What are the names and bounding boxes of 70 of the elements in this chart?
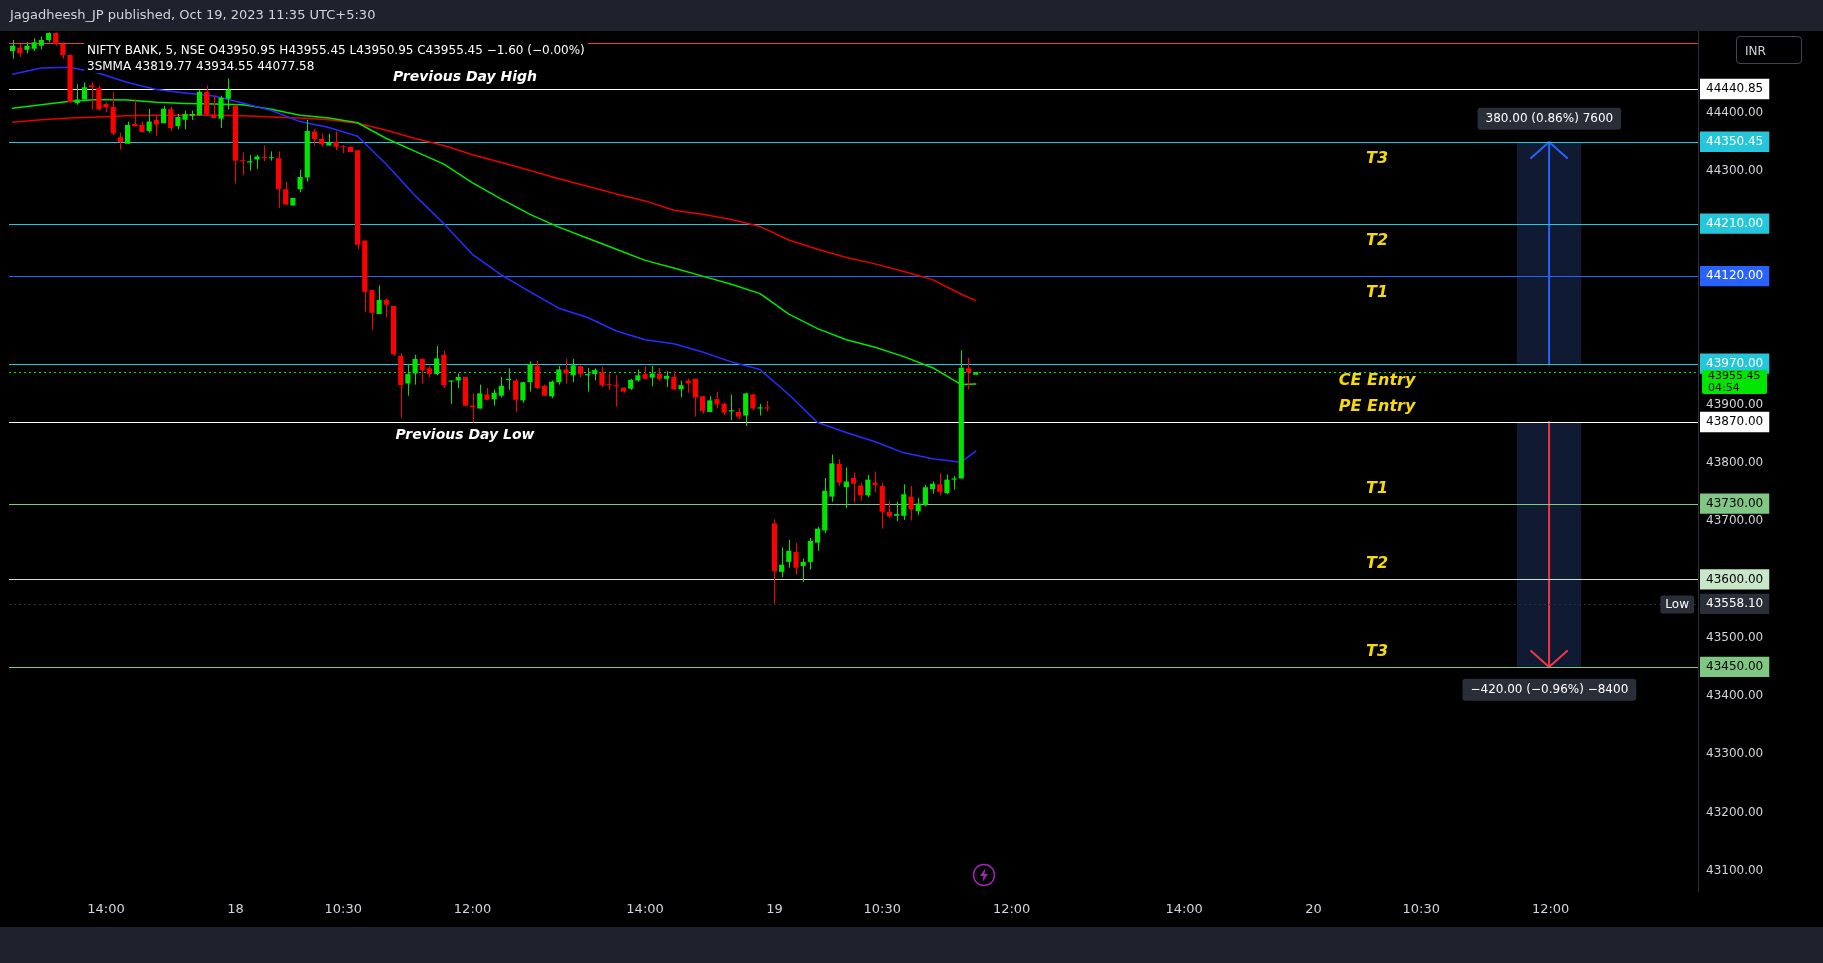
candlestick <box>714 391 720 409</box>
x-tick-label: 19 <box>766 900 783 916</box>
y-tick-label: 43870.00 <box>1706 414 1764 429</box>
y-tick-label: 44400.00 <box>1706 104 1764 119</box>
y-tick-label: 43400.00 <box>1706 688 1764 703</box>
y-tick-label: 43970.00 <box>1706 355 1764 370</box>
ref-line-label: T2 <box>1366 229 1389 249</box>
annotation: 380.00 (0.86%) 7600 <box>1485 110 1614 125</box>
candlestick <box>944 473 950 495</box>
ref-line-label: PE Entry <box>1338 395 1416 415</box>
candlestick <box>764 400 770 412</box>
y-tick-label: 44120.00 <box>1706 268 1764 283</box>
y-tick-label: 44350.45 <box>1706 133 1764 148</box>
candlestick <box>757 403 763 417</box>
candlestick <box>369 289 375 331</box>
ref-line-label: CE Entry <box>1338 369 1416 389</box>
text: 04:54 <box>1708 381 1740 395</box>
candlestick <box>297 169 303 193</box>
annotation: Previous Day Low <box>395 425 535 442</box>
y-tick-label: 43100.00 <box>1706 863 1764 878</box>
y-tick-label: 43450.00 <box>1706 659 1764 673</box>
ref-line-label: Low <box>1665 596 1690 611</box>
candlestick <box>103 102 109 113</box>
annotation: 3SMMA 43819.77 43934.55 44077.58 <box>84 59 318 73</box>
y-tick-label: 43730.00 <box>1706 495 1764 510</box>
candlestick <box>563 358 569 384</box>
ref-line-label: T1 <box>1366 477 1389 497</box>
x-tick-label: 10:30 <box>1402 900 1441 916</box>
ref-line-label: T3 <box>1366 640 1389 660</box>
y-tick-label: 43500.00 <box>1706 629 1764 644</box>
candlestick <box>333 131 339 151</box>
ref-line-label: T2 <box>1366 552 1389 572</box>
y-tick-label: 43600.00 <box>1706 571 1764 586</box>
candlestick <box>829 454 835 503</box>
x-tick-label: 18 <box>227 900 244 916</box>
y-tick-label: 44300.00 <box>1706 163 1764 178</box>
text: NIFTY BANK, 5, NSE O43950.95 H43955.45 L43950.95 C43955.45 −1.60 (−0.00%) <box>84 43 588 57</box>
x-tick-label: 10:30 <box>863 900 901 916</box>
y-tick-label: 43700.00 <box>1706 513 1764 528</box>
candlestick <box>24 41 30 54</box>
x-tick-label: 10:30 <box>324 900 362 916</box>
y-tick-label: 43800.00 <box>1706 454 1764 469</box>
y-tick-label: 43558.10 <box>1706 595 1764 610</box>
x-tick-label: 14:00 <box>626 900 664 916</box>
candlestick <box>908 485 914 521</box>
y-axis-title: INR <box>1736 36 1802 64</box>
x-tick-label: 12:00 <box>1531 900 1570 916</box>
x-tick-label: 20 <box>1305 900 1322 916</box>
candlestick <box>599 366 605 388</box>
y-tick-label: 43300.00 <box>1706 746 1764 761</box>
annotation: Previous Day High <box>392 67 538 84</box>
candlestick <box>254 154 260 170</box>
y-tick-label: 43200.00 <box>1706 804 1764 819</box>
candlestick <box>793 542 799 576</box>
candlestick <box>484 387 490 401</box>
x-tick-label: 12:00 <box>453 900 492 916</box>
candlestick <box>642 365 648 380</box>
ref-line-label: T3 <box>1366 147 1389 167</box>
x-tick-label: 14:00 <box>1165 900 1203 916</box>
candlestick <box>678 380 684 398</box>
text: 43955.45 <box>1708 369 1761 383</box>
y-tick-label: 43900.00 <box>1706 396 1764 411</box>
x-tick-label: 14:00 <box>87 900 125 916</box>
ref-line-label: T1 <box>1366 281 1389 301</box>
y-tick-label: 44440.85 <box>1706 81 1764 96</box>
annotation: −420.00 (−0.96%) −8400 <box>1470 682 1629 696</box>
candlestick <box>139 121 145 133</box>
chart-title: Jagadheesh_JP published, Oct 19, 2023 11:35 UTC+5:30 <box>10 7 376 22</box>
x-tick-label: 12:00 <box>992 900 1031 916</box>
y-tick-label: 44210.00 <box>1706 215 1764 230</box>
